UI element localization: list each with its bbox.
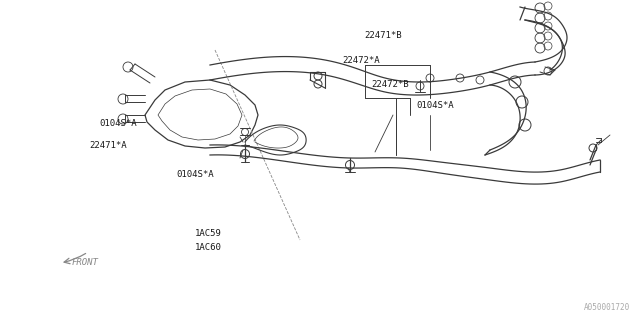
Text: 0104S*A: 0104S*A (99, 119, 137, 128)
Text: 1AC60: 1AC60 (195, 244, 222, 252)
Text: A050001720: A050001720 (584, 303, 630, 312)
Text: 22472*B: 22472*B (371, 80, 409, 89)
Text: 22471*A: 22471*A (90, 141, 127, 150)
Text: 0104S*A: 0104S*A (176, 170, 214, 179)
Text: 0104S*A: 0104S*A (416, 101, 454, 110)
Text: 22472*A: 22472*A (342, 56, 380, 65)
Text: 1AC59: 1AC59 (195, 229, 222, 238)
Text: FRONT: FRONT (72, 258, 99, 267)
Text: 22471*B: 22471*B (365, 31, 403, 40)
